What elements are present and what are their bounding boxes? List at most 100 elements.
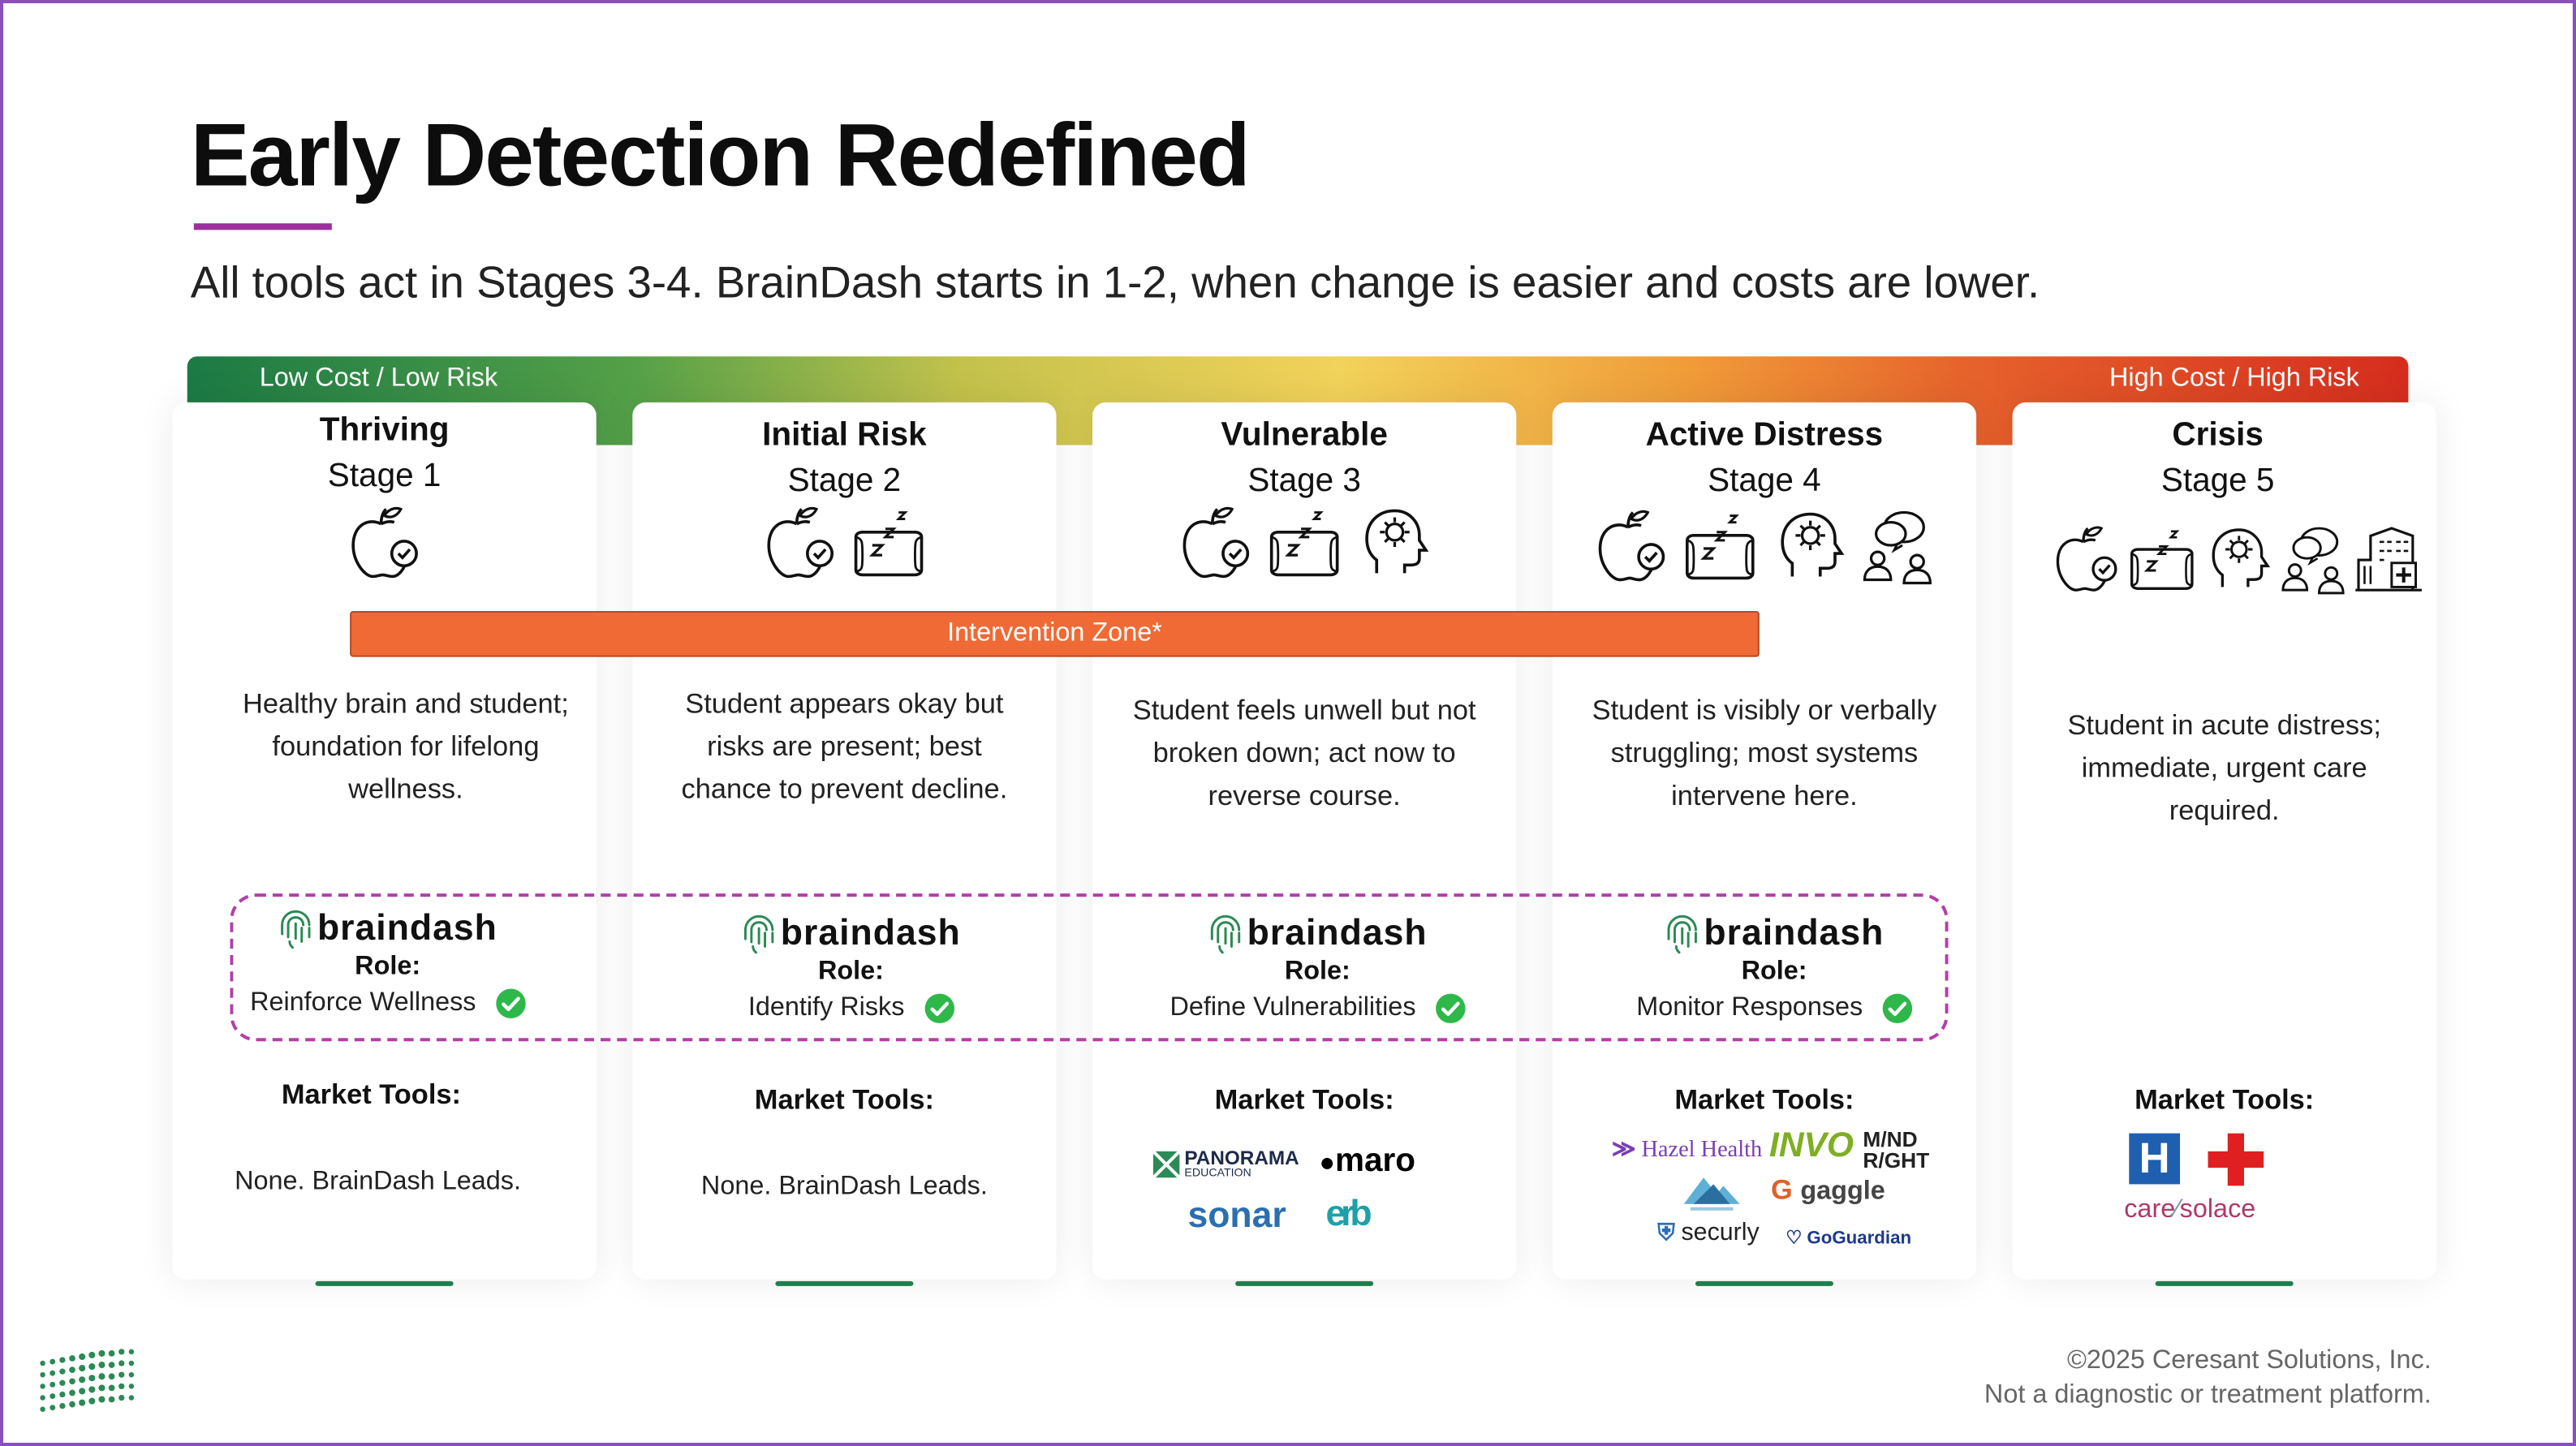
stage-icons [632, 501, 1056, 583]
head-gear-icon [1769, 504, 1848, 586]
erb-logo: erb [1325, 1192, 1372, 1234]
stage-icons [2026, 521, 2449, 596]
role-label: Role: [355, 952, 421, 981]
stage-title: Initial Risk [762, 417, 927, 454]
stage-number: Stage 4 [1708, 463, 1821, 500]
apple-check-icon [1176, 501, 1255, 583]
braindash-role-stage-1: braindash Role: Reinforce Wellness [213, 906, 562, 1018]
card-accent-line [1235, 1280, 1374, 1286]
check-icon [1435, 993, 1466, 1024]
fingerprint-icon [278, 906, 314, 949]
market-tools-label: Market Tools: [1674, 1083, 1854, 1116]
stage-card-initial-risk: Initial Risk Stage 2 Student appears oka… [632, 402, 1057, 1286]
market-tools-label: Market Tools: [2134, 1083, 2315, 1116]
panorama-logo: PANORAMA EDUCATION [1152, 1147, 1309, 1183]
stage-title: Crisis [2172, 417, 2264, 454]
stage-number: Stage 5 [2160, 463, 2275, 500]
footer-text: ©2025 Ceresant Solutions, Inc. Not a dia… [1777, 1344, 2432, 1413]
mountain-health-logo-icon [1683, 1177, 1740, 1211]
fingerprint-icon [1665, 911, 1701, 954]
slide: Early Detection Redefined All tools act … [3, 3, 2573, 1443]
apple-check-icon [1592, 504, 1670, 586]
card-accent-line [1695, 1280, 1833, 1286]
stage-description: Healthy brain and student; foundation fo… [243, 688, 569, 805]
people-talk-icon [2277, 521, 2349, 596]
braindash-logo: braindash [677, 911, 1025, 954]
sonar-logo: sonar [1187, 1194, 1286, 1236]
market-tools-label: Market Tools: [281, 1078, 461, 1111]
sleep-pillow-icon [2126, 521, 2198, 596]
sleep-pillow-icon [1265, 501, 1344, 583]
stage-description: Student in acute distress; immediate, ur… [2067, 709, 2381, 827]
low-risk-label: Low Cost / Low Risk [259, 364, 498, 393]
stage-title: Thriving [319, 412, 450, 449]
hazel-health-logo: ≫ Hazel Health [1611, 1138, 1763, 1164]
apple-check-icon [345, 501, 424, 583]
page-title: Early Detection Redefined [190, 106, 1251, 205]
mind-right-logo: M/ND R/GHT [1863, 1126, 1930, 1173]
hospital-icon [2353, 521, 2425, 596]
intervention-zone-bar: Intervention Zone* [350, 610, 1760, 657]
sleep-pillow-icon [849, 501, 928, 583]
invo-logo: INVO [1769, 1126, 1854, 1165]
market-tools-label: Market Tools: [754, 1083, 934, 1116]
stage-description: Student appears okay but risks are prese… [681, 688, 1008, 805]
braindash-role-stage-3: braindash Role: Define Vulnerabilities [1124, 911, 1512, 1024]
role-label: Role: [1741, 958, 1807, 986]
maro-logo: ●maro [1319, 1143, 1415, 1180]
braindash-logo: braindash [1124, 911, 1512, 954]
caresolace-logo: care⁄solace [2124, 1195, 2256, 1224]
sleep-pillow-icon [1681, 504, 1760, 586]
braindash-roles-box [230, 893, 1949, 1042]
braindash-role-stage-2: braindash Role: Identify Risks [677, 911, 1025, 1024]
apple-check-icon [2050, 521, 2122, 596]
braindash-logo: braindash [213, 906, 562, 949]
role-label: Role: [818, 958, 884, 986]
stage-title: Active Distress [1645, 417, 1884, 454]
role-text: Identify Risks [677, 993, 1025, 1024]
role-text: Reinforce Wellness [213, 988, 562, 1018]
head-gear-icon [2201, 521, 2273, 596]
stage-icons [172, 501, 596, 583]
high-risk-label: High Cost / High Risk [2109, 364, 2359, 393]
gaggle-logo: G gaggle [1771, 1174, 1885, 1206]
apple-check-icon [760, 501, 839, 583]
stage-card-crisis: Crisis Stage 5 Student in acute distress… [2012, 402, 2436, 1286]
check-icon [924, 993, 954, 1024]
role-text: Define Vulnerabilities [1124, 993, 1512, 1024]
market-tools-none: None. BrainDash Leads. [235, 1168, 521, 1196]
fingerprint-icon [1208, 911, 1244, 954]
goguardian-logo: ♡ GoGuardian [1786, 1229, 1912, 1249]
braindash-logo: braindash [1593, 911, 1954, 954]
stage-icons [1553, 504, 1976, 586]
stage-description: Student is visibly or verbally strugglin… [1592, 695, 1937, 811]
role-label: Role: [1284, 958, 1350, 986]
stage-card-vulnerable: Vulnerable Stage 3 Student feels unwell … [1092, 402, 1517, 1286]
panorama-mark-icon [1152, 1150, 1181, 1179]
stage-title: Vulnerable [1221, 417, 1388, 454]
title-underline [193, 223, 332, 230]
fingerprint-icon [741, 911, 778, 954]
stage-card-active-distress: Active Distress Stage 4 Student is visib… [1552, 402, 1977, 1286]
page-subtitle: All tools act in Stages 3-4. BrainDash s… [190, 257, 2040, 308]
braindash-role-stage-4: braindash Role: Monitor Responses [1593, 911, 1954, 1024]
copyright: ©2025 Ceresant Solutions, Inc. [2066, 1346, 2432, 1375]
check-icon [1882, 993, 1912, 1024]
people-talk-icon [1858, 504, 1936, 586]
disclaimer: Not a diagnostic or treatment platform. [1984, 1381, 2432, 1409]
market-tools-none: None. BrainDash Leads. [700, 1173, 988, 1201]
stage-number: Stage 1 [327, 458, 442, 495]
card-accent-line [2155, 1280, 2294, 1286]
stage-number: Stage 3 [1247, 463, 1361, 500]
role-text: Monitor Responses [1593, 993, 1954, 1024]
red-cross-icon [2208, 1133, 2264, 1186]
market-tools-label: Market Tools: [1214, 1083, 1394, 1116]
stage-icons [1092, 501, 1516, 583]
card-accent-line [775, 1280, 914, 1286]
hospital-h-logo: H [2129, 1133, 2181, 1185]
securly-logo: ⛨ securly [1657, 1218, 1760, 1247]
stage-card-thriving: Thriving Stage 1 Healthy brain and stude… [172, 402, 597, 1286]
head-gear-icon [1354, 501, 1432, 583]
card-accent-line [315, 1280, 454, 1286]
